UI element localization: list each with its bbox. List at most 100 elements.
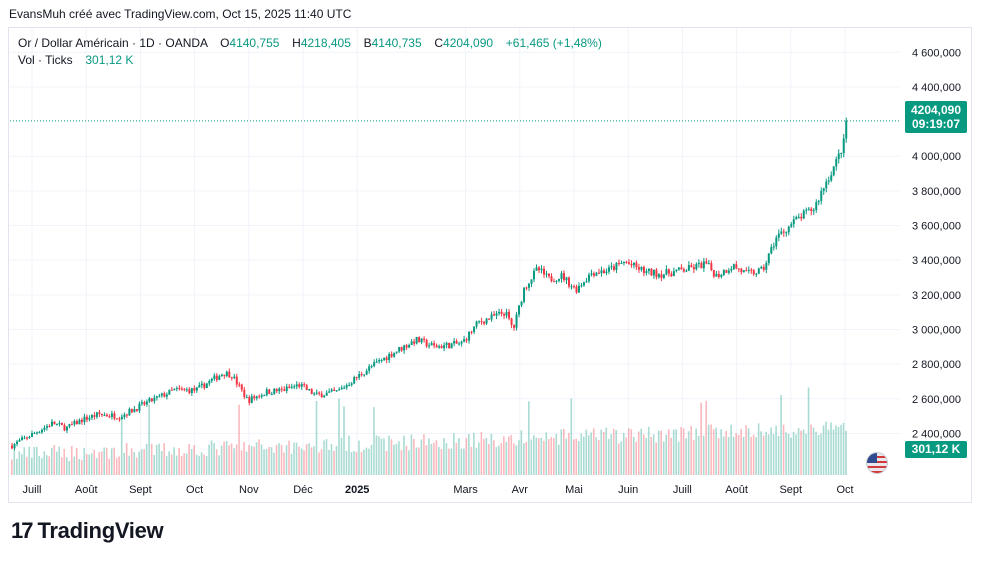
volume-bar: [398, 441, 400, 475]
candle-body: [592, 273, 595, 276]
volume-bar: [123, 452, 125, 475]
volume-bar: [138, 451, 140, 475]
volume-tag: 301,12 K: [905, 441, 967, 458]
volume-bar: [93, 449, 96, 475]
volume-bar: [742, 436, 745, 475]
candle-body: [825, 181, 828, 189]
volume-bar: [293, 442, 295, 475]
volume-bar: [685, 438, 687, 475]
candle-body: [645, 271, 648, 274]
volume-bar: [208, 444, 210, 475]
volume-bar: [40, 458, 43, 475]
volume-bar: [310, 447, 313, 475]
candle-body: [533, 270, 536, 280]
candle-body: [320, 393, 323, 398]
candle-body: [318, 392, 321, 394]
volume-bar: [90, 453, 93, 475]
volume-bar: [78, 459, 81, 475]
volume-bar: [178, 447, 180, 475]
volume-bar: [637, 431, 640, 475]
volume-bar: [620, 441, 623, 475]
candle-body: [15, 441, 18, 444]
candle-body: [777, 233, 780, 238]
volume-bar: [645, 438, 648, 475]
candle-body: [378, 360, 381, 362]
candle-body: [405, 345, 408, 348]
volume-bar: [185, 453, 188, 475]
volume-bar: [390, 439, 393, 475]
candle-body: [403, 345, 406, 351]
volume-bar: [53, 444, 56, 475]
volume-bar: [655, 442, 658, 475]
candle-body: [745, 270, 748, 272]
time-tick-label: Déc: [293, 484, 313, 496]
candle-body: [717, 273, 720, 277]
candle-body: [602, 270, 605, 274]
candle-body: [692, 267, 695, 270]
volume-bar: [425, 445, 428, 475]
candle-body: [765, 262, 768, 270]
volume-bar: [782, 424, 785, 475]
low-label: B: [363, 36, 372, 50]
candle-body: [495, 313, 498, 316]
volume-bar: [378, 436, 380, 475]
volume-bar: [662, 441, 665, 475]
volume-bar: [667, 429, 670, 475]
volume-bar: [388, 435, 390, 475]
candle-body: [78, 419, 81, 425]
volume-bar: [463, 448, 465, 475]
candle-body: [155, 396, 158, 398]
candle-body: [275, 388, 278, 392]
candle-body: [670, 273, 673, 277]
volume-bar: [333, 450, 335, 475]
candle-body: [230, 377, 233, 379]
volume-bar: [632, 436, 635, 475]
volume-bar: [98, 452, 101, 475]
candle-body: [488, 318, 491, 320]
volume-bar: [225, 440, 228, 475]
volume-bar: [428, 438, 430, 475]
volume-bar: [355, 451, 358, 475]
time-tick-label: Mars: [453, 484, 478, 496]
volume-bar: [58, 446, 61, 475]
time-tick-label: Oct: [186, 484, 203, 496]
us-flag-icon[interactable]: [866, 452, 888, 474]
volume-bar: [812, 427, 815, 475]
volume-bar: [692, 439, 695, 475]
candle-body: [270, 393, 273, 395]
candle-body: [787, 226, 790, 233]
candle-body: [358, 373, 361, 378]
candle-body: [440, 346, 443, 349]
candle-body: [53, 421, 56, 425]
candle-body: [757, 268, 760, 274]
tradingview-brand[interactable]: 17 TradingView: [11, 518, 164, 544]
volume-bar: [505, 441, 508, 475]
candle-body: [293, 386, 296, 388]
volume-bar: [725, 430, 727, 475]
candle-body: [722, 270, 725, 275]
volume-bar: [747, 428, 750, 475]
candle-body: [415, 337, 418, 344]
candle-body: [428, 345, 431, 347]
candle-body: [832, 166, 835, 176]
volume-bar: [815, 431, 817, 475]
volume-bar: [822, 425, 825, 475]
volume-bar: [458, 438, 460, 475]
candle-body: [338, 389, 341, 391]
volume-bar: [335, 445, 338, 475]
candle-body: [622, 261, 625, 264]
volume-bar: [760, 431, 762, 475]
candle-body: [343, 387, 346, 389]
candle-body: [20, 437, 23, 441]
volume-label[interactable]: Vol · Ticks: [18, 53, 73, 67]
volume-bar: [23, 447, 26, 475]
time-tick-label: Avr: [512, 484, 529, 496]
volume-bar: [700, 402, 702, 475]
volume-bar: [732, 436, 735, 475]
candle-body: [210, 378, 213, 381]
volume-bar: [765, 431, 767, 475]
symbol-label[interactable]: Or / Dollar Américain · 1D · OANDA: [18, 36, 208, 50]
candle-body: [100, 414, 103, 416]
volume-bar: [612, 428, 615, 475]
